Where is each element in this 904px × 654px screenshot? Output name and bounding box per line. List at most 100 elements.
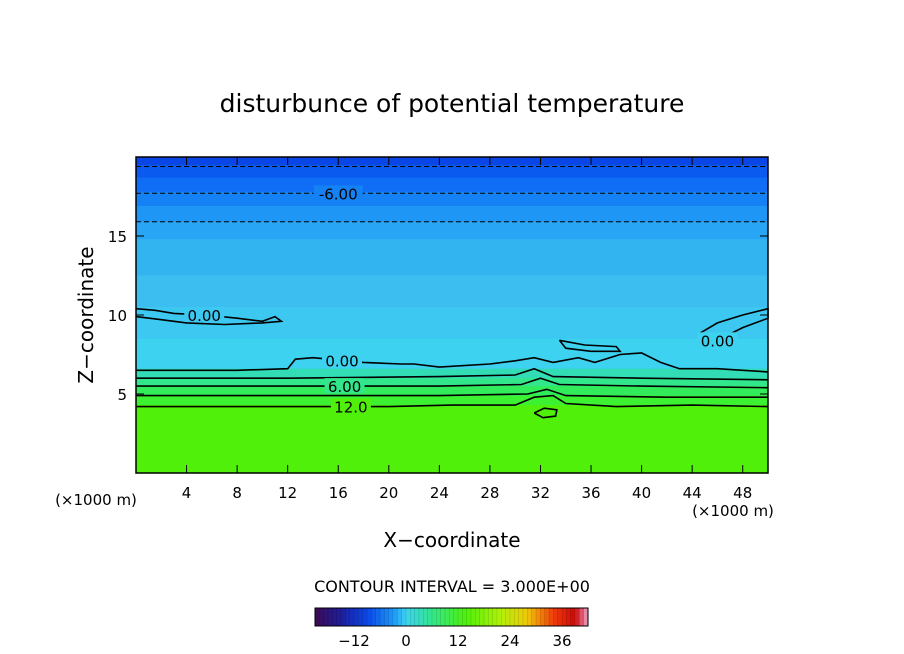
x-tick-label-24: 24 [430,484,449,502]
x-tick-label-20: 20 [379,484,398,502]
contour-line-3 [135,307,284,326]
y-axis-ticks: 5 10 15 [108,228,768,404]
colorbar: −12 0 12 24 36 [314,607,589,650]
plot-area: -6.00 0.00 0.00 0.00 6.00 12.0 [135,156,769,474]
field-layer-3 [136,191,768,207]
colorbar-cell [353,607,359,627]
y-tick-label-5: 5 [117,386,127,404]
x-axis-unit: (×1000 m) [692,502,774,520]
field-layer-1 [136,164,768,179]
contour-line-7 [136,367,769,381]
colorbar-cell [392,607,398,627]
colorbar-cell [570,607,576,627]
colorbar-cells [314,607,589,627]
contour-line-11 [533,407,558,419]
contour-line-8 [136,377,769,389]
field-layer-12 [136,386,768,397]
colorbar-cell [379,607,385,627]
x-tick-label-36: 36 [581,484,600,502]
contour-line-9 [136,388,768,399]
contour-label-0: -6.00 [319,185,358,203]
colorbar-cell [371,607,377,627]
colorbar-cell [323,607,329,627]
contour-line-6 [697,307,769,348]
field-layer-13 [136,395,768,406]
field-layer-11 [136,378,768,387]
colorbar-cell [319,607,325,627]
contour-label-6: 0.00 [701,332,734,350]
colorbar-tick-label-4: 36 [552,632,571,650]
field-layer-4 [136,205,768,223]
colorbar-cell [514,607,520,627]
contour-label-gap-10 [330,398,371,414]
colorbar-tick-label-3: 24 [500,632,519,650]
temperature-field [136,157,768,474]
y-tick-label-15: 15 [108,228,127,246]
colorbar-cell [527,607,533,627]
colorbar-cell [488,607,494,627]
colorbar-cell [366,607,372,627]
colorbar-cell [496,607,502,627]
contour-label-10: 12.0 [334,399,367,417]
colorbar-cell [388,607,394,627]
colorbar-cell [431,607,437,627]
field-layer-7 [136,275,768,308]
x-tick-label-44: 44 [683,484,702,502]
colorbar-cell [540,607,546,627]
colorbar-cell [553,607,559,627]
x-tick-label-28: 28 [480,484,499,502]
colorbar-cell [358,607,364,627]
colorbar-cell [414,607,420,627]
colorbar-cell [436,607,442,627]
colorbar-cell [579,607,585,627]
field-layer-0 [136,157,768,166]
x-tick-label-12: 12 [278,484,297,502]
y-axis-label: Z−coordinate [74,246,98,383]
y-tick-label-10: 10 [108,307,127,325]
field-layer-6 [136,239,768,276]
y-axis-unit: (×1000 m) [55,491,137,509]
field-layer-8 [136,307,768,340]
contour-label-4: 0.00 [325,352,358,370]
field-layer-2 [136,177,768,193]
x-tick-label-4: 4 [182,484,192,502]
colorbar-cell [410,607,416,627]
colorbar-cell [501,607,507,627]
field-layer-14 [136,405,768,474]
colorbar-tick-label-2: 12 [448,632,467,650]
colorbar-cell [440,607,446,627]
colorbar-cell [449,607,455,627]
colorbar-cell [362,607,368,627]
colorbar-cell [405,607,411,627]
contour-label-3: 0.00 [188,307,221,325]
contour-interval-label: CONTOUR INTERVAL = 3.000E+00 [314,577,590,596]
contour-labels: -6.00 0.00 0.00 0.00 6.00 12.0 [184,185,738,417]
x-axis-label: X−coordinate [383,528,520,552]
colorbar-cell [423,607,429,627]
field-layer-5 [136,221,768,240]
x-tick-label-16: 16 [329,484,348,502]
colorbar-cell [561,607,567,627]
colorbar-cell [327,607,333,627]
colorbar-cell [492,607,498,627]
colorbar-cell [535,607,541,627]
x-tick-label-32: 32 [531,484,550,502]
colorbar-cell [397,607,403,627]
colorbar-ticks: −12 0 12 24 36 [338,632,571,650]
colorbar-cell [470,607,476,627]
contour-label-gap-4 [322,352,363,368]
colorbar-cell [475,607,481,627]
contour-line-4 [136,352,769,373]
x-tick-label-8: 8 [232,484,242,502]
colorbar-tick-label-1: 0 [401,632,411,650]
colorbar-cell [375,607,381,627]
colorbar-cell [548,607,554,627]
colorbar-cell [466,607,472,627]
colorbar-cell [384,607,390,627]
colorbar-cell [332,607,338,627]
colorbar-cell [518,607,524,627]
colorbar-cell [314,607,320,627]
x-tick-label-40: 40 [632,484,651,502]
colorbar-tick-label-0: −12 [338,632,370,650]
contour-label-gap-0 [313,185,363,201]
